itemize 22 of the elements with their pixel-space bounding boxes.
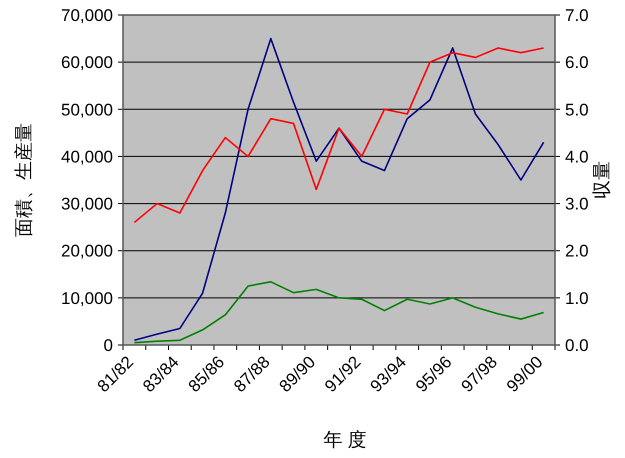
- y2-tick-label: 3.0: [565, 194, 589, 214]
- y2-tick-label: 6.0: [565, 53, 589, 72]
- line-series: [134, 38, 544, 342]
- line-series: [134, 281, 544, 344]
- y-tick-label: 10,000: [61, 288, 113, 308]
- y2-axis-title: 収量: [592, 161, 613, 199]
- y2-tick-label: 4.0: [565, 147, 589, 166]
- y2-tick-label: 1.0: [565, 288, 589, 308]
- y-tick-label: 60,000: [61, 53, 113, 72]
- y-tick-label: 40,000: [61, 147, 113, 166]
- y-tick-label: 0: [104, 336, 113, 355]
- line-series: [134, 47, 544, 224]
- y-axis-title: 面積、生産量: [13, 123, 35, 237]
- y2-tick-label: 0.0: [565, 336, 589, 355]
- y2-tick-label: 5.0: [565, 100, 589, 120]
- x-axis-title: 年 度: [323, 429, 367, 451]
- y-tick-label: 50,000: [61, 100, 113, 120]
- y2-tick-label: 7.0: [565, 6, 589, 25]
- y-tick-label: 20,000: [61, 242, 113, 261]
- y-tick-label: 30,000: [61, 194, 113, 214]
- y-tick-label: 70,000: [61, 6, 113, 25]
- y2-tick-label: 2.0: [565, 242, 589, 261]
